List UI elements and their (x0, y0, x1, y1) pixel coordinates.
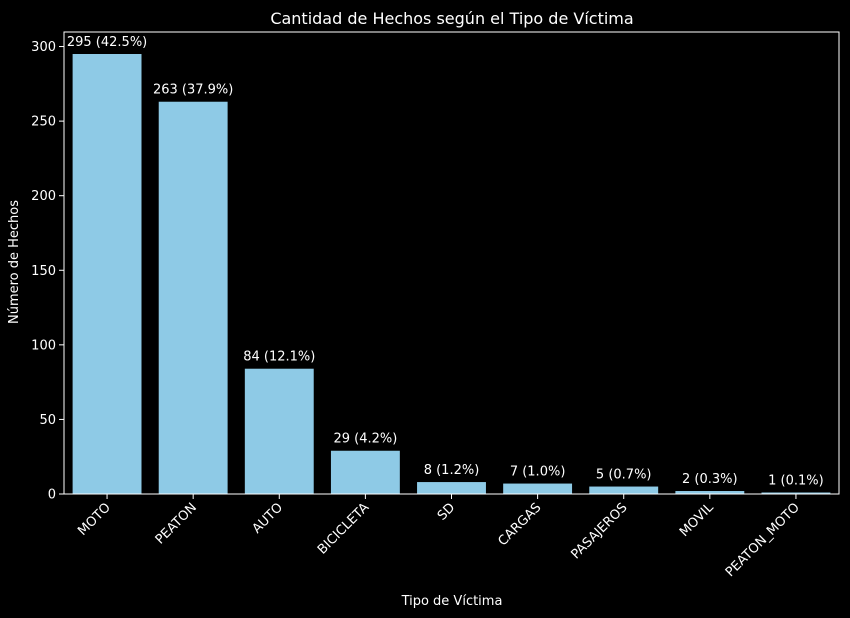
bar-bicicleta (330, 450, 400, 494)
data-label: 7 (1.0%) (510, 465, 566, 480)
bar-pasajeros (589, 486, 659, 494)
data-label: 2 (0.3%) (682, 472, 738, 487)
y-axis: 0 50 100 150 200 250 300 (31, 40, 64, 503)
data-label: 263 (37.9%) (153, 83, 233, 98)
x-axis-label: Tipo de Víctima (401, 594, 503, 609)
y-tick-label: 0 (48, 488, 56, 503)
data-label: 295 (42.5%) (67, 35, 147, 50)
bar-movil (675, 491, 745, 494)
y-tick-label: 300 (31, 40, 56, 55)
data-label: 1 (0.1%) (768, 474, 824, 489)
y-axis-label: Número de Hechos (7, 200, 22, 324)
bar-cargas (503, 483, 573, 494)
bar-moto (72, 54, 142, 494)
y-tick-label: 100 (31, 338, 56, 353)
plot-area: 295 (42.5%) 263 (37.9%) 84 (12.1%) 29 (4.2%… (67, 35, 831, 494)
bar-peaton-moto (761, 492, 831, 494)
y-tick-label: 50 (39, 413, 56, 428)
data-label: 84 (12.1%) (243, 350, 315, 365)
data-label: 8 (1.2%) (424, 463, 480, 478)
bar-sd (417, 482, 486, 494)
data-label: 29 (4.2%) (333, 432, 397, 447)
chart-title: Cantidad de Hechos según el Tipo de Víct… (270, 9, 633, 28)
y-tick-label: 200 (31, 189, 56, 204)
data-label: 5 (0.7%) (596, 468, 652, 483)
y-tick-label: 150 (31, 264, 56, 279)
bar-auto (244, 368, 314, 494)
y-tick-label: 250 (31, 115, 56, 130)
bar-peaton (158, 101, 228, 494)
